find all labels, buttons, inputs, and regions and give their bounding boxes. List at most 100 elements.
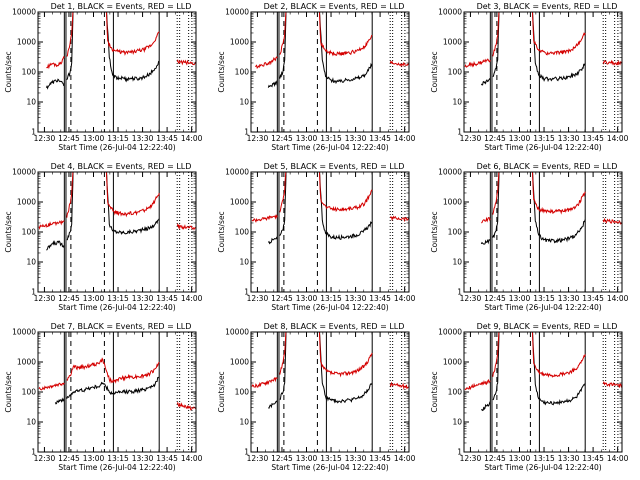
series-red-segment-2 <box>492 172 586 215</box>
y-tick-label: 100 <box>448 388 463 397</box>
x-tick-label: 13:15 <box>107 294 129 303</box>
x-tick-label: 13:45 <box>156 454 178 463</box>
x-tick-label: 12:30 <box>247 134 269 143</box>
panel-det-1: 1 10 100 1000 10000 12:30 12:45 13:00 13:15 13:30… <box>0 0 213 160</box>
y-tick-label: 1 <box>457 128 462 137</box>
y-tick-label: 1000 <box>443 38 462 47</box>
x-tick-label: 14:00 <box>181 294 203 303</box>
series-black-segment-2 <box>279 12 373 85</box>
series-black-segment-1 <box>46 240 65 251</box>
series-black-segment-2 <box>66 12 160 83</box>
x-tick-label: 13:45 <box>369 294 391 303</box>
plot-area <box>464 332 622 452</box>
y-tick-label: 1 <box>457 448 462 457</box>
x-tick-label: 13:30 <box>558 294 580 303</box>
x-tick-label: 12:45 <box>484 134 506 143</box>
series-red-segment-2 <box>492 332 586 378</box>
x-tick-label: 12:30 <box>34 294 56 303</box>
y-tick-label: 10 <box>452 418 462 427</box>
plot-area <box>38 172 196 292</box>
y-axis-label: Counts/sec <box>217 51 226 92</box>
y-axis-label: Counts/sec <box>430 211 439 252</box>
y-tick-label: 10 <box>26 98 36 107</box>
x-tick-label: 12:45 <box>484 294 506 303</box>
series-black-segment-1 <box>480 77 491 86</box>
series-red-segment-3 <box>176 222 196 231</box>
chart-det-4: 1 10 100 1000 10000 12:30 12:45 13:00 13:15 13:30… <box>4 162 203 312</box>
y-tick-label: 10000 <box>438 8 462 17</box>
plot-area <box>45 12 196 132</box>
y-tick-label: 10000 <box>225 8 249 17</box>
series-red-segment-1 <box>251 214 278 223</box>
x-tick-label: 13:45 <box>369 454 391 463</box>
x-tick-label: 12:30 <box>460 134 482 143</box>
x-tick-label: 12:30 <box>34 134 56 143</box>
x-tick-label: 13:30 <box>132 134 154 143</box>
plot-area <box>38 332 196 452</box>
x-tick-label: 13:15 <box>320 454 342 463</box>
x-tick-label: 14:00 <box>607 454 629 463</box>
y-tick-label: 10 <box>26 258 36 267</box>
series-red-segment-2 <box>66 12 160 57</box>
x-tick-label: 12:45 <box>58 294 80 303</box>
y-axis-label: Counts/sec <box>217 371 226 412</box>
x-tick-label: 13:15 <box>533 454 555 463</box>
y-tick-label: 1000 <box>443 358 462 367</box>
panel-det-2: 1 10 100 1000 10000 12:30 12:45 13:00 13:15 13:30… <box>213 0 426 160</box>
x-tick-label: 13:00 <box>296 134 318 143</box>
series-red-segment-3 <box>389 60 409 68</box>
series-red-segment-2 <box>66 172 160 218</box>
series-red-segment-3 <box>602 380 622 388</box>
chart-title: Det 2, BLACK = Events, RED = LLD <box>264 2 405 11</box>
x-tick-label: 13:45 <box>156 134 178 143</box>
y-tick-label: 100 <box>235 68 250 77</box>
y-tick-label: 10 <box>239 98 249 107</box>
chart-det-2: 1 10 100 1000 10000 12:30 12:45 13:00 13:15 13:30… <box>217 2 416 152</box>
series-black-segment-2 <box>492 332 586 406</box>
x-tick-label: 13:15 <box>320 134 342 143</box>
y-axis-label: Counts/sec <box>430 51 439 92</box>
x-tick-label: 13:45 <box>156 294 178 303</box>
panel-det-3: 1 10 100 1000 10000 12:30 12:45 13:00 13:15 13:30… <box>426 0 639 160</box>
y-tick-label: 10000 <box>438 168 462 177</box>
x-tick-label: 12:45 <box>484 454 506 463</box>
x-tick-label: 12:30 <box>247 454 269 463</box>
x-tick-label: 14:00 <box>181 134 203 143</box>
plot-area <box>251 172 409 292</box>
x-tick-label: 14:00 <box>394 454 416 463</box>
y-tick-label: 1000 <box>230 358 249 367</box>
x-tick-label: 12:30 <box>460 294 482 303</box>
y-tick-label: 1 <box>244 448 249 457</box>
series-red-segment-1 <box>481 216 491 224</box>
y-tick-label: 10000 <box>12 328 36 337</box>
series-red-segment-2 <box>279 332 373 378</box>
y-tick-label: 10 <box>239 418 249 427</box>
chart-det-3: 1 10 100 1000 10000 12:30 12:45 13:00 13:15 13:30… <box>430 2 629 152</box>
panel-det-6: 1 10 100 1000 10000 12:30 12:45 13:00 13:15 13:30… <box>426 160 639 320</box>
y-tick-label: 10000 <box>438 328 462 337</box>
y-tick-label: 100 <box>22 228 37 237</box>
chart-title: Det 6, BLACK = Events, RED = LLD <box>477 162 618 171</box>
y-tick-label: 10000 <box>225 328 249 337</box>
axes-frame <box>250 331 410 453</box>
series-red-segment-3 <box>389 215 409 223</box>
series-red-segment-2 <box>279 172 373 213</box>
series-black-segment-2 <box>66 376 160 399</box>
x-axis-label: Start Time (26-Jul-04 12:22:40) <box>484 143 601 152</box>
y-tick-label: 1 <box>31 448 36 457</box>
y-tick-label: 100 <box>22 388 37 397</box>
x-tick-label: 13:45 <box>582 134 604 143</box>
x-axis-label: Start Time (26-Jul-04 12:22:40) <box>58 303 175 312</box>
chart-title: Det 8, BLACK = Events, RED = LLD <box>264 322 405 331</box>
series-red-segment-2 <box>279 12 373 57</box>
y-tick-label: 10000 <box>12 168 36 177</box>
series-red-segment-3 <box>176 58 196 66</box>
series-black-segment-1 <box>54 397 65 405</box>
series-black-segment-2 <box>279 332 373 404</box>
x-tick-label: 14:00 <box>181 454 203 463</box>
x-tick-label: 12:45 <box>58 134 80 143</box>
series-red-segment-1 <box>38 219 65 231</box>
y-tick-label: 1000 <box>17 358 36 367</box>
x-tick-label: 14:00 <box>607 134 629 143</box>
